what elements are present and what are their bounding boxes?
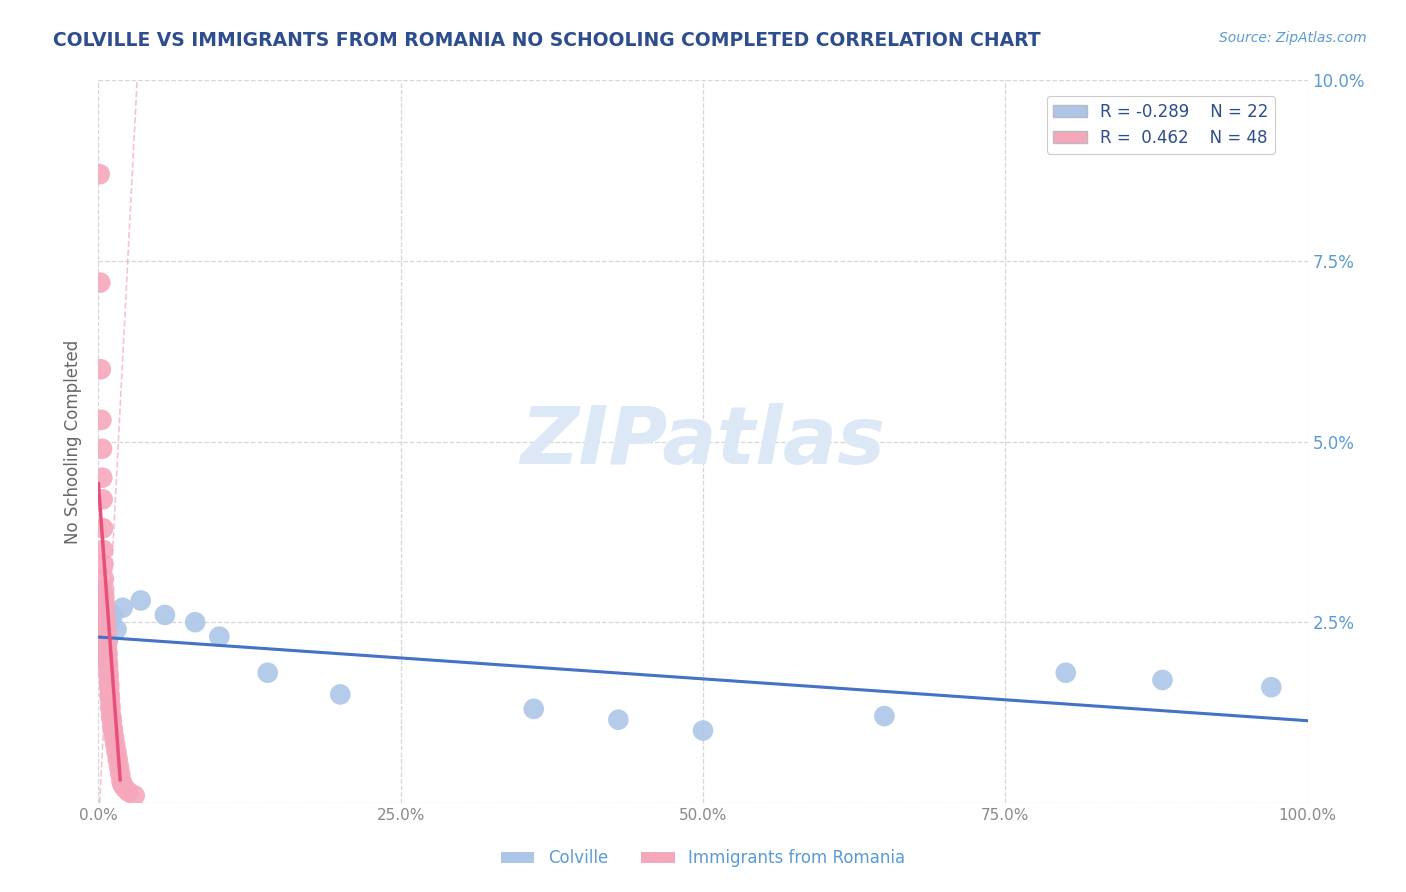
Point xyxy=(101,607,124,622)
Point xyxy=(153,607,176,622)
Point xyxy=(96,626,118,640)
Point xyxy=(523,702,546,716)
Point xyxy=(91,442,114,456)
Text: COLVILLE VS IMMIGRANTS FROM ROMANIA NO SCHOOLING COMPLETED CORRELATION CHART: COLVILLE VS IMMIGRANTS FROM ROMANIA NO S… xyxy=(53,31,1040,50)
Point xyxy=(96,644,118,658)
Point xyxy=(89,276,111,290)
Point xyxy=(111,778,134,792)
Point xyxy=(103,731,125,745)
Point xyxy=(100,709,122,723)
Point xyxy=(1152,673,1174,687)
Point xyxy=(873,709,896,723)
Point xyxy=(107,752,129,766)
Point xyxy=(97,665,120,680)
Point xyxy=(114,781,136,796)
Point xyxy=(94,644,117,658)
Point xyxy=(110,774,132,789)
Point xyxy=(96,637,118,651)
Point xyxy=(124,789,146,803)
Point xyxy=(98,680,121,694)
Point xyxy=(105,745,128,759)
Point xyxy=(97,658,120,673)
Point xyxy=(118,785,141,799)
Point xyxy=(96,651,118,665)
Point xyxy=(94,615,117,630)
Point xyxy=(108,767,131,781)
Point xyxy=(89,167,111,181)
Point xyxy=(94,604,117,618)
Point xyxy=(97,655,120,669)
Point xyxy=(94,611,117,625)
Point xyxy=(256,665,278,680)
Point xyxy=(96,633,118,648)
Point xyxy=(93,572,115,586)
Point xyxy=(101,723,124,738)
Point xyxy=(91,521,114,535)
Point xyxy=(692,723,714,738)
Point xyxy=(91,471,114,485)
Text: ZIPatlas: ZIPatlas xyxy=(520,402,886,481)
Text: Source: ZipAtlas.com: Source: ZipAtlas.com xyxy=(1219,31,1367,45)
Point xyxy=(91,492,114,507)
Point xyxy=(111,600,134,615)
Point xyxy=(1054,665,1077,680)
Point xyxy=(100,702,122,716)
Point xyxy=(93,626,115,640)
Point xyxy=(184,615,207,630)
Point xyxy=(1260,680,1282,694)
Point xyxy=(104,738,127,752)
Point xyxy=(93,558,115,572)
Point xyxy=(208,630,231,644)
Point xyxy=(93,590,115,604)
Y-axis label: No Schooling Completed: No Schooling Completed xyxy=(65,340,83,543)
Point xyxy=(90,413,112,427)
Point xyxy=(91,542,114,557)
Point xyxy=(108,760,131,774)
Point xyxy=(98,687,121,701)
Point xyxy=(129,593,152,607)
Point xyxy=(98,698,121,713)
Point xyxy=(607,713,630,727)
Point xyxy=(90,362,112,376)
Point xyxy=(93,597,115,611)
Point xyxy=(329,687,352,701)
Point xyxy=(97,669,120,683)
Point xyxy=(100,713,122,727)
Point xyxy=(101,720,124,734)
Point xyxy=(98,691,121,706)
Point xyxy=(91,637,114,651)
Point xyxy=(93,582,115,597)
Point xyxy=(96,648,118,662)
Point xyxy=(100,615,122,630)
Point xyxy=(94,623,117,637)
Point xyxy=(98,676,121,690)
Point xyxy=(97,633,120,648)
Point xyxy=(105,623,128,637)
Legend: Colville, Immigrants from Romania: Colville, Immigrants from Romania xyxy=(495,843,911,874)
